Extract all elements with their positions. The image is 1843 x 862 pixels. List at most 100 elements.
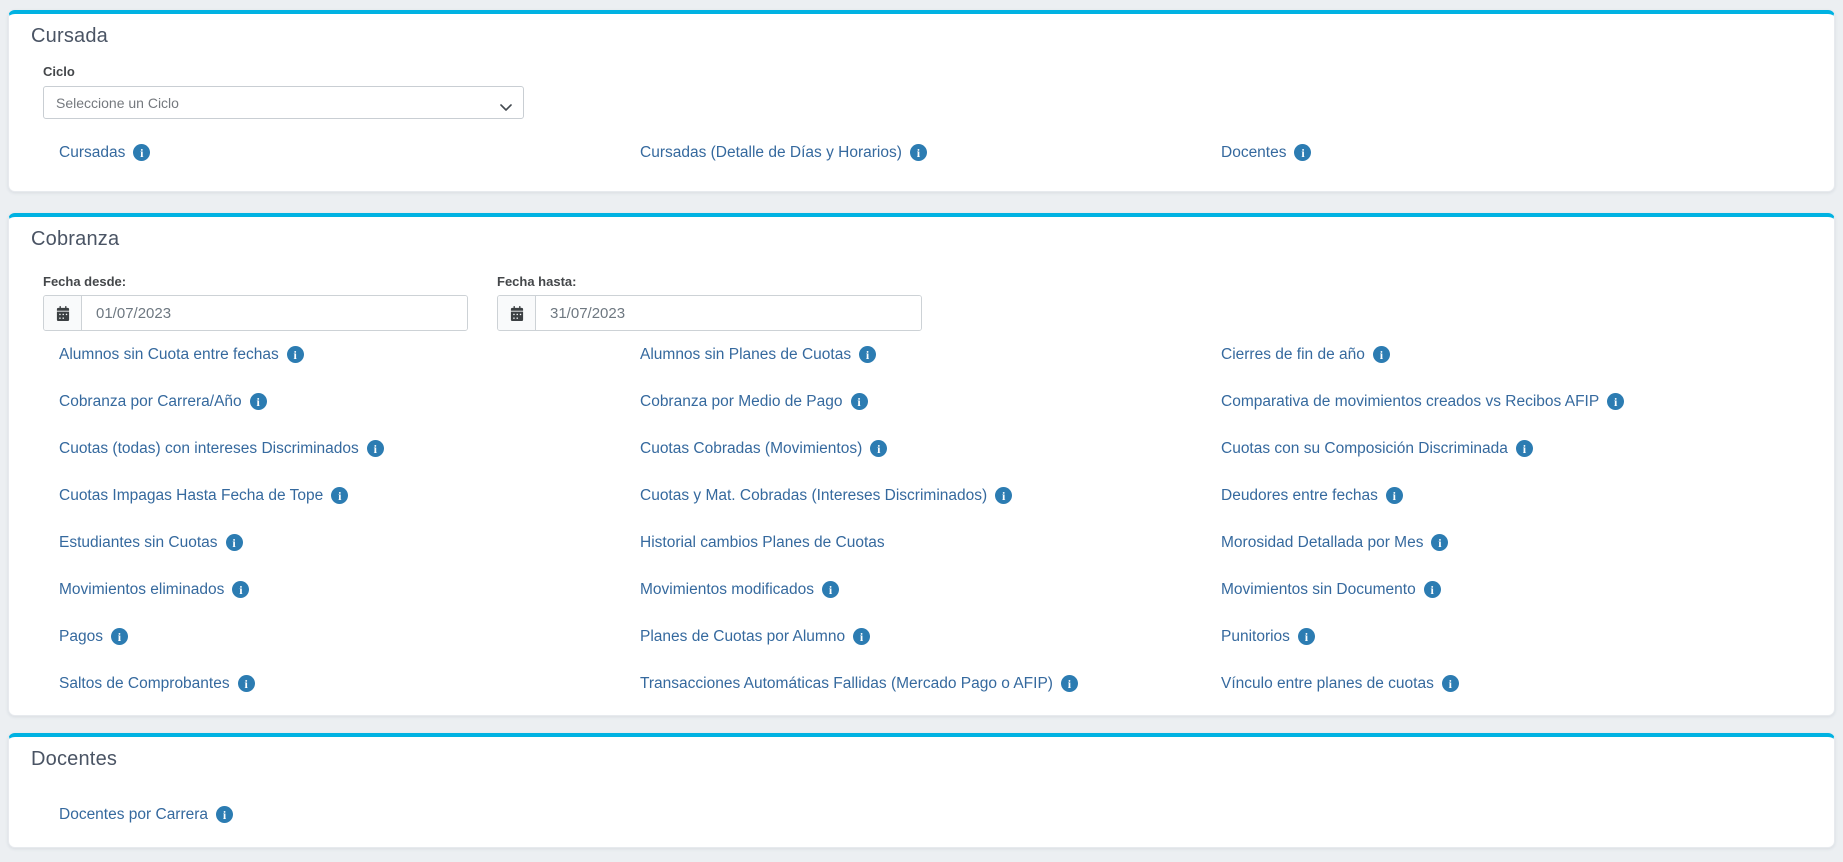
- info-icon[interactable]: i: [1372, 346, 1390, 363]
- info-icon[interactable]: i: [850, 393, 868, 410]
- info-icon[interactable]: i: [1515, 440, 1533, 457]
- report-link-cell: Cuotas (todas) con intereses Discriminad…: [59, 439, 640, 459]
- info-icon[interactable]: i: [995, 487, 1013, 504]
- report-link-cell: Alumnos sin Cuota entre fechas i: [59, 345, 640, 365]
- fecha-hasta-input[interactable]: [536, 296, 921, 330]
- report-link[interactable]: Movimientos sin Documento: [1221, 580, 1416, 598]
- info-icon[interactable]: i: [853, 628, 871, 645]
- info-icon[interactable]: i: [859, 346, 877, 363]
- info-icon[interactable]: i: [1294, 144, 1312, 161]
- card-cobranza: Cobranza Fecha desde: Fecha hasta:: [8, 213, 1835, 716]
- report-link[interactable]: Cobranza por Carrera/Año: [59, 392, 242, 410]
- report-link-cell: Planes de Cuotas por Alumno i: [640, 627, 1221, 647]
- calendar-icon[interactable]: [44, 296, 82, 330]
- ciclo-select[interactable]: Seleccione un Ciclo: [43, 86, 524, 119]
- info-icon[interactable]: i: [1060, 675, 1078, 692]
- info-icon[interactable]: i: [225, 534, 243, 551]
- info-icon[interactable]: i: [216, 806, 234, 823]
- fecha-hasta-field: Fecha hasta:: [497, 273, 922, 331]
- report-link[interactable]: Alumnos sin Planes de Cuotas: [640, 345, 852, 363]
- report-link-cell: Estudiantes sin Cuotas i: [59, 533, 640, 553]
- ciclo-label: Ciclo: [43, 64, 75, 79]
- report-link-cell: Cobranza por Carrera/Año i: [59, 392, 640, 412]
- report-link-cell: Cursadas i: [59, 143, 640, 163]
- report-link[interactable]: Cuotas con su Composición Discriminada: [1221, 439, 1508, 457]
- info-icon[interactable]: i: [822, 581, 840, 598]
- card-cursada-title: Cursada: [31, 25, 108, 47]
- report-link-cell: Cierres de fin de año i: [1221, 345, 1802, 365]
- fecha-desde-field: Fecha desde:: [43, 273, 468, 331]
- report-link[interactable]: Cierres de fin de año: [1221, 345, 1365, 363]
- report-link-cell: Cobranza por Medio de Pago i: [640, 392, 1221, 412]
- report-link-cell: Morosidad Detallada por Mes i: [1221, 533, 1802, 553]
- report-link[interactable]: Estudiantes sin Cuotas: [59, 533, 218, 551]
- info-icon[interactable]: i: [286, 346, 304, 363]
- card-docentes-title: Docentes: [31, 748, 118, 770]
- report-link[interactable]: Docentes por Carrera: [59, 805, 209, 823]
- card-cobranza-title: Cobranza: [31, 228, 120, 250]
- info-icon[interactable]: i: [1423, 581, 1441, 598]
- info-icon[interactable]: i: [237, 675, 255, 692]
- report-link[interactable]: Morosidad Detallada por Mes: [1221, 533, 1424, 551]
- fecha-desde-input[interactable]: [82, 296, 467, 330]
- info-icon[interactable]: i: [1385, 487, 1403, 504]
- fecha-hasta-label: Fecha hasta:: [497, 274, 577, 289]
- report-link-cell: Movimientos sin Documento i: [1221, 580, 1802, 600]
- date-range-fields: Fecha desde: Fecha hasta:: [43, 273, 1812, 331]
- info-icon[interactable]: i: [909, 144, 927, 161]
- report-link-cell: Movimientos eliminados i: [59, 580, 640, 600]
- report-link-cell: Historial cambios Planes de Cuotas: [640, 533, 1221, 553]
- cobranza-links: Alumnos sin Cuota entre fechas i Alumnos…: [59, 331, 1802, 707]
- report-link-cell: Docentes i: [1221, 143, 1802, 163]
- report-link[interactable]: Vínculo entre planes de cuotas: [1221, 674, 1434, 692]
- report-link[interactable]: Punitorios: [1221, 627, 1290, 645]
- info-icon[interactable]: i: [1431, 534, 1449, 551]
- report-link[interactable]: Pagos: [59, 627, 103, 645]
- report-link[interactable]: Saltos de Comprobantes: [59, 674, 230, 692]
- report-link-cell: Cursadas (Detalle de Días y Horarios) i: [640, 143, 1221, 163]
- report-link[interactable]: Cuotas Impagas Hasta Fecha de Tope: [59, 486, 324, 504]
- report-link[interactable]: Cuotas y Mat. Cobradas (Intereses Discri…: [640, 486, 988, 504]
- report-link-cell: Alumnos sin Planes de Cuotas i: [640, 345, 1221, 365]
- report-link-cell: Cuotas con su Composición Discriminada i: [1221, 439, 1802, 459]
- report-link[interactable]: Comparativa de movimientos creados vs Re…: [1221, 392, 1600, 410]
- report-link-cell: Saltos de Comprobantes i: [59, 674, 640, 694]
- report-link[interactable]: Cursadas: [59, 143, 126, 161]
- info-icon[interactable]: i: [331, 487, 349, 504]
- card-docentes: Docentes Docentes por Carrera i: [8, 733, 1835, 848]
- cursada-links: Cursadas i Cursadas (Detalle de Días y H…: [59, 129, 1802, 176]
- info-icon[interactable]: i: [1607, 393, 1625, 410]
- calendar-icon[interactable]: [498, 296, 536, 330]
- report-link-cell: Comparativa de movimientos creados vs Re…: [1221, 392, 1802, 412]
- report-link[interactable]: Alumnos sin Cuota entre fechas: [59, 345, 279, 363]
- info-icon[interactable]: i: [232, 581, 250, 598]
- info-icon[interactable]: i: [1441, 675, 1459, 692]
- docentes-links: Docentes por Carrera i: [59, 791, 1802, 838]
- report-link[interactable]: Cuotas Cobradas (Movimientos): [640, 439, 863, 457]
- report-link[interactable]: Movimientos eliminados: [59, 580, 225, 598]
- report-link-cell: Cuotas y Mat. Cobradas (Intereses Discri…: [640, 486, 1221, 506]
- report-link[interactable]: Cuotas (todas) con intereses Discriminad…: [59, 439, 359, 457]
- report-link-cell: Deudores entre fechas i: [1221, 486, 1802, 506]
- info-icon[interactable]: i: [366, 440, 384, 457]
- info-icon[interactable]: i: [110, 628, 128, 645]
- report-link-cell: Punitorios i: [1221, 627, 1802, 647]
- report-link[interactable]: Docentes: [1221, 143, 1287, 161]
- report-link[interactable]: Cobranza por Medio de Pago: [640, 392, 843, 410]
- report-link[interactable]: Historial cambios Planes de Cuotas: [640, 533, 885, 551]
- report-link[interactable]: Deudores entre fechas: [1221, 486, 1378, 504]
- card-cursada: Cursada Ciclo Seleccione un Ciclo Cursad…: [8, 10, 1835, 192]
- report-link[interactable]: Movimientos modificados: [640, 580, 815, 598]
- info-icon[interactable]: i: [133, 144, 151, 161]
- info-icon[interactable]: i: [870, 440, 888, 457]
- report-link-cell: Pagos i: [59, 627, 640, 647]
- info-icon[interactable]: i: [1297, 628, 1315, 645]
- info-icon[interactable]: i: [249, 393, 267, 410]
- report-link[interactable]: Planes de Cuotas por Alumno: [640, 627, 846, 645]
- report-link-cell: Cuotas Impagas Hasta Fecha de Tope i: [59, 486, 640, 506]
- report-link-cell: Vínculo entre planes de cuotas i: [1221, 674, 1802, 694]
- report-link[interactable]: Cursadas (Detalle de Días y Horarios): [640, 143, 902, 161]
- report-link[interactable]: Transacciones Automáticas Fallidas (Merc…: [640, 674, 1053, 692]
- report-link-cell: Transacciones Automáticas Fallidas (Merc…: [640, 674, 1221, 694]
- ciclo-field: Ciclo Seleccione un Ciclo: [43, 63, 1812, 119]
